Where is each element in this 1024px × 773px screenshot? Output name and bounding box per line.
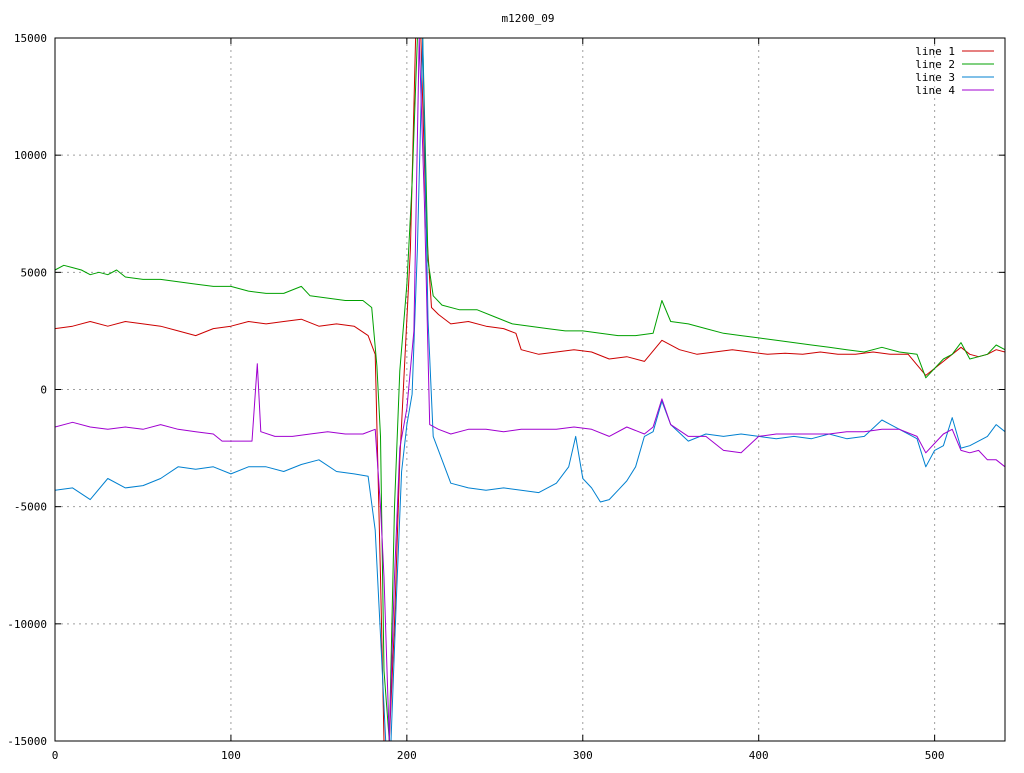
legend-label: line 1 bbox=[915, 45, 955, 58]
x-tick-label: 400 bbox=[749, 749, 769, 762]
x-tick-label: 300 bbox=[573, 749, 593, 762]
y-tick-label: 0 bbox=[40, 384, 47, 397]
y-tick-label: -10000 bbox=[7, 618, 47, 631]
chart-title: m1200_09 bbox=[502, 12, 555, 25]
y-tick-label: -15000 bbox=[7, 735, 47, 748]
series-line-4 bbox=[55, 38, 1005, 741]
legend-label: line 3 bbox=[915, 71, 955, 84]
x-tick-label: 0 bbox=[52, 749, 59, 762]
grid-lines bbox=[55, 38, 1005, 741]
y-tick-label: -5000 bbox=[14, 501, 47, 514]
y-tick-label: 10000 bbox=[14, 149, 47, 162]
series-line-2 bbox=[55, 38, 1005, 741]
series-line-3 bbox=[55, 38, 1005, 741]
legend-label: line 2 bbox=[915, 58, 955, 71]
legend-label: line 4 bbox=[915, 84, 955, 97]
x-tick-label: 100 bbox=[221, 749, 241, 762]
series-line-1 bbox=[55, 38, 1005, 741]
y-tick-label: 15000 bbox=[14, 32, 47, 45]
x-tick-label: 500 bbox=[925, 749, 945, 762]
series-lines bbox=[55, 38, 1005, 741]
y-tick-label: 5000 bbox=[21, 266, 48, 279]
x-tick-label: 200 bbox=[397, 749, 417, 762]
axis-ticks: 0 100 200 300 400 500 -15000 -10000 -5000 0 5000 10… bbox=[7, 32, 1005, 762]
